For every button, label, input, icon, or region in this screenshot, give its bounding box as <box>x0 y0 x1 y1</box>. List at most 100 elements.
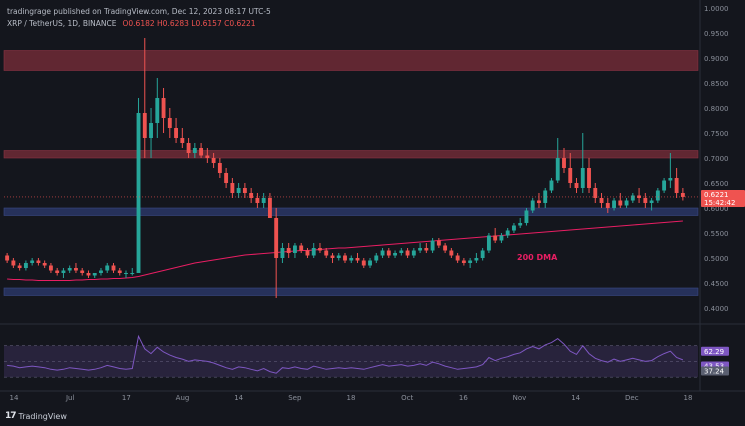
candle-body <box>199 148 204 156</box>
candle <box>374 253 379 263</box>
candle <box>493 228 498 243</box>
published-info: tradingrage published on TradingView.com… <box>7 7 271 16</box>
candle <box>418 243 423 253</box>
candle-body <box>318 248 322 251</box>
symbol-bar: XRP / TetherUS, 1D, BINANCE O0.6182 H0.6… <box>7 19 256 28</box>
candle <box>343 253 347 263</box>
candle-body <box>30 260 35 263</box>
candle-body <box>361 260 366 266</box>
tradingview-logo-icon: 17 <box>5 411 16 421</box>
candle-body <box>92 273 97 276</box>
candle-body <box>430 240 435 251</box>
candle <box>161 88 166 133</box>
candle-body <box>543 190 548 203</box>
tradingview-logo[interactable]: 17 TradingView <box>5 411 67 421</box>
candle-body <box>380 250 385 256</box>
candle-body <box>662 180 667 191</box>
candle-body <box>405 250 410 256</box>
candle <box>436 238 441 248</box>
candle <box>17 263 22 271</box>
logo-text: TradingView <box>18 411 67 421</box>
candle-body <box>424 248 429 251</box>
candle <box>330 253 335 263</box>
candle <box>336 253 341 261</box>
candle <box>449 248 454 258</box>
candle <box>267 193 272 218</box>
candle <box>224 168 229 188</box>
supply-zone-1 <box>3 150 699 159</box>
candle <box>524 208 529 226</box>
candle <box>180 128 185 148</box>
candle-body <box>55 270 60 273</box>
candle-body <box>511 225 516 231</box>
candle <box>430 238 435 253</box>
candle-body <box>474 258 479 261</box>
candle <box>149 108 153 158</box>
candle-body <box>236 188 241 193</box>
candle-body <box>99 270 103 273</box>
candle <box>674 168 679 198</box>
candle <box>537 193 541 208</box>
price-tick-label: 0.5000 <box>704 255 729 263</box>
candle-body <box>242 188 247 193</box>
time-tick-label: Oct <box>401 394 413 402</box>
candle <box>612 198 616 211</box>
candle-body <box>612 200 616 208</box>
candle-body <box>130 273 135 274</box>
candle-body <box>224 173 229 183</box>
ohlc-readout: O0.6182 H0.6283 L0.6157 C0.6221 <box>122 19 256 28</box>
supply-zone-0 <box>3 50 699 71</box>
candle-body <box>124 273 128 274</box>
time-tick-label: Jul <box>65 394 75 402</box>
candle-body <box>23 263 28 268</box>
candle-body <box>293 245 297 253</box>
candle <box>587 158 591 193</box>
candle-body <box>349 258 354 261</box>
candle <box>637 188 642 203</box>
candle-body <box>630 195 635 201</box>
candle-body <box>562 158 566 168</box>
candle-body <box>649 200 654 203</box>
rsi-tick-label: 62.29 <box>704 348 724 356</box>
candle-body <box>80 270 85 273</box>
symbol-label[interactable]: XRP / TetherUS, 1D, BINANCE <box>7 19 117 28</box>
candle-body <box>117 270 122 273</box>
candle-body <box>86 273 91 276</box>
time-tick-label: 14 <box>234 394 243 402</box>
candle-body <box>493 235 498 241</box>
candle-body <box>674 178 679 193</box>
candle-body <box>505 230 510 236</box>
candle <box>443 243 448 253</box>
candle <box>23 260 28 271</box>
candle <box>518 218 523 228</box>
candle <box>255 193 260 208</box>
candle <box>261 193 266 208</box>
candle-body <box>549 180 554 191</box>
candle <box>293 243 297 258</box>
price-tick-label: 0.9000 <box>704 55 729 63</box>
candle-body <box>42 263 47 266</box>
time-tick-label: 16 <box>459 394 468 402</box>
candle <box>455 253 460 263</box>
candle-body <box>217 163 222 173</box>
candle <box>48 263 53 273</box>
candle <box>630 193 635 203</box>
candle <box>574 178 579 193</box>
candle <box>167 108 172 138</box>
candle <box>511 223 516 233</box>
candle <box>11 258 16 268</box>
candle-body <box>280 248 285 258</box>
candle <box>274 208 279 298</box>
candle <box>405 248 410 258</box>
candle-body <box>155 98 160 123</box>
candle-body <box>74 268 78 271</box>
candle <box>36 258 41 266</box>
candle-body <box>518 223 523 226</box>
candle-body <box>574 183 579 188</box>
candle <box>230 178 235 198</box>
candle <box>286 243 291 258</box>
candle-body <box>599 198 604 203</box>
candle <box>61 268 66 278</box>
